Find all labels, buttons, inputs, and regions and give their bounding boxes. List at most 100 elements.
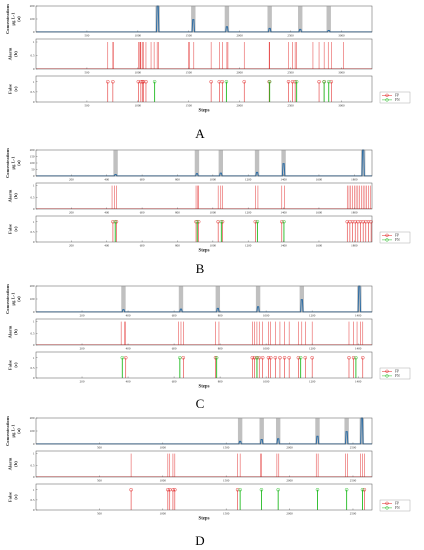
conc-ytick-label: 0 [33,174,35,178]
event-window [299,286,305,312]
legend-box [379,499,411,512]
legend-box [379,91,411,104]
false-ytick-label: 0 [33,508,35,512]
fp-marker [310,355,314,360]
event-window [359,418,365,444]
event-window [298,6,303,32]
conc-xtick-label: 1000 [160,446,167,450]
conc-ytick-label: 0 [33,30,35,34]
x-axis-label: Steps [199,385,210,390]
conc-ylabel-tag: (a) [16,16,21,22]
alarm-xtick-label: 1400 [355,347,362,351]
false-ytick-label: 1 [33,80,35,84]
conc-xtick-label: 1400 [280,178,287,182]
alarm-xtick-label: 600 [140,211,145,215]
conc-ylabel-tag: (a) [16,160,21,166]
conc-xtick-label: 1000 [210,178,217,182]
fp-marker [144,79,148,84]
false-xtick-label: 500 [85,104,90,108]
conc-xtick-label: 600 [140,178,145,182]
fp-marker [317,79,321,84]
conc-xtick-label: 1000 [135,34,142,38]
fn-marker [255,355,259,360]
conc-ytick-label: 0 [33,310,35,314]
legend-marker-fp [385,233,389,237]
false-xtick-label: 1200 [245,244,252,248]
conc-ytick-label: 200 [30,4,35,8]
conc-ylabel-sub: µg L-1 [10,424,15,438]
alarm-ytick-label: 0.5 [31,331,35,335]
conc-xtick-label: 400 [104,178,109,182]
false-xtick-label: 1000 [210,244,217,248]
fn-marker [214,355,219,360]
false-ytick-label: 1 [33,220,35,224]
event-window [259,418,264,444]
false-xtick-label: 1400 [280,244,287,248]
conc-frame [35,149,373,177]
fp-marker [273,355,278,360]
conc-xtick-label: 200 [69,178,74,182]
conc-ytick-label: 150 [30,155,35,159]
panel-b: 200 400 600 800 1000 1200 1400 1600 180005010015… [5,148,411,276]
alarm-frame [35,318,373,346]
alarm-ylabel-tag: (b) [13,329,18,335]
fp-marker [278,355,282,360]
fp-marker [253,219,258,224]
false-frame [35,351,373,379]
event-window [315,418,320,444]
legend-label-fp: FP [395,370,399,374]
alarm-ytick-label: 0.5 [31,463,35,467]
false-ylabel-main: False [7,360,12,370]
fp-marker [106,79,110,84]
fp-marker [141,79,146,84]
alarm-ytick-label: 1 [33,452,35,456]
conc-xtick-label: 800 [175,178,180,182]
fp-marker [345,219,349,224]
alarm-xtick-label: 1500 [186,71,193,75]
concentration-line [36,417,372,445]
false-ytick-label: 0.5 [31,498,35,502]
alarm-ylabel-tag: (b) [13,51,18,57]
panel-d: 500 1000 1500 2000 25000100200Concentrations… [5,416,411,548]
conc-ylabel-main: Concentrations [5,416,10,446]
fp-marker [356,219,360,224]
false-xtick-label: 2000 [236,104,243,108]
alarm-frame [35,450,373,478]
alarm-xtick-label: 1200 [309,347,316,351]
alarm-xtick-label: 200 [69,211,74,215]
false-xtick-label: 1800 [351,244,358,248]
alarm-ylabel-main: Alarm [7,325,12,338]
false-xtick-label: 200 [80,380,85,384]
conc-xtick-label: 1200 [309,314,316,318]
false-xtick-label: 2500 [287,104,294,108]
alarm-xtick-label: 400 [126,347,131,351]
alarm-ytick-label: 0.5 [31,195,35,199]
conc-ylabel-sub: µg L-1 [10,292,15,306]
fp-marker [166,487,170,492]
alarm-xtick-label: 200 [80,347,85,351]
conc-xtick-label: 2500 [287,34,294,38]
legend-box [379,231,411,244]
alarm-xtick-label: 1000 [160,479,167,483]
legend-label-fp: FP [395,94,399,98]
false-ylabel-tag: (c) [13,362,18,368]
alarm-xtick-label: 800 [218,347,223,351]
fn-marker [276,487,280,492]
fn-marker [327,79,331,84]
false-xtick-label: 400 [104,244,109,248]
fp-marker [366,219,371,224]
legend-label-fn: FN [395,374,400,378]
fp-marker [173,487,177,492]
fn-marker [178,355,182,360]
legend-marker-fp [385,501,389,505]
fn-marker [294,79,299,84]
fp-marker [350,219,355,224]
false-frame [35,75,373,103]
fp-marker [282,355,287,360]
false-xtick-label: 600 [172,380,177,384]
false-xtick-label: 500 [97,512,102,516]
alarm-xtick-label: 2000 [236,71,243,75]
conc-xtick-label: 1000 [263,314,270,318]
false-ylabel-main: False [7,492,12,502]
alarm-xtick-label: 500 [85,71,90,75]
